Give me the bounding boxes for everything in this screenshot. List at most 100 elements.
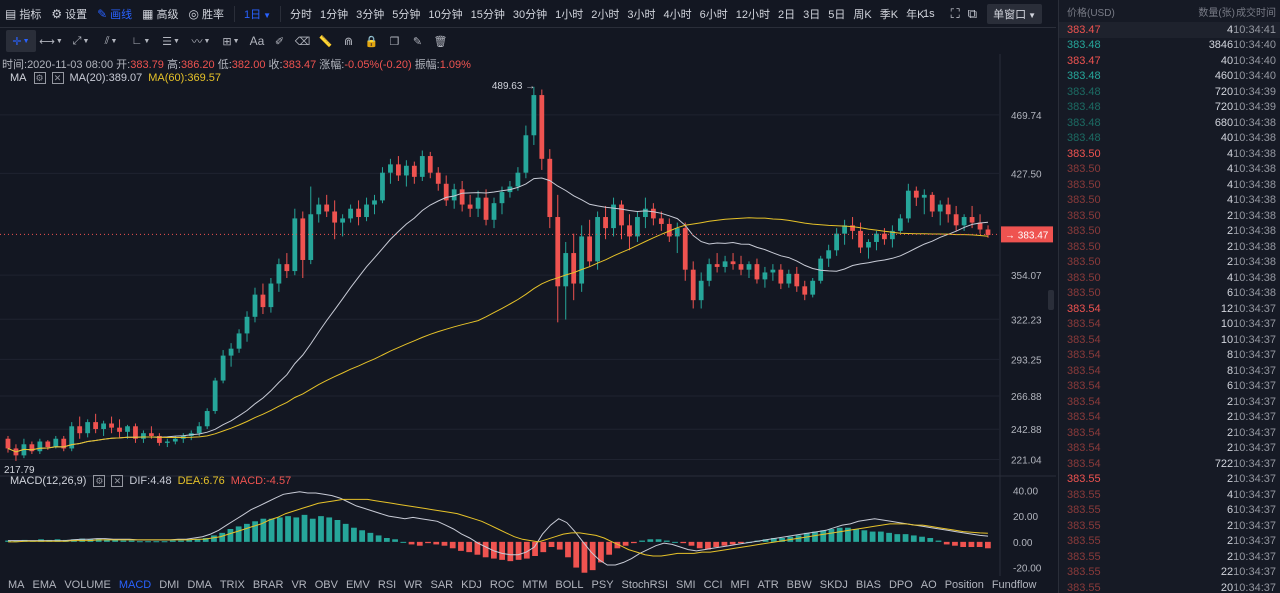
timeframe-17[interactable]: 季K [879, 8, 899, 21]
eraser-icon[interactable]: ⌫ [291, 30, 314, 52]
settings-icon[interactable]: ⚙ [33, 72, 46, 84]
indicator-tab-ema[interactable]: EMA [32, 578, 57, 591]
indicator-tab-stochrsi[interactable]: StochRSI [621, 578, 669, 591]
indicator-tab-obv[interactable]: OBV [314, 578, 338, 591]
timeframe-7[interactable]: 1小时 [555, 8, 584, 21]
candle-body [499, 192, 505, 204]
close-icon[interactable]: ✕ [51, 72, 64, 84]
timeframe-11[interactable]: 6小时 [699, 8, 728, 21]
indicator-tab-vr[interactable]: VR [291, 578, 307, 591]
indicator-tab-rsi[interactable]: RSI [377, 578, 397, 591]
timeframe-4[interactable]: 10分钟 [428, 8, 463, 21]
crosshair-icon[interactable]: ✛ ▼ [6, 30, 36, 52]
lock-icon[interactable]: 🔒 [360, 30, 383, 52]
settings-gear-icon: ⚙ [51, 6, 63, 21]
fullscreen-icon[interactable]: ⛶ [950, 6, 960, 21]
indicator-tab-emv[interactable]: EMV [345, 578, 370, 591]
copy-icon[interactable]: ❐ [383, 30, 406, 52]
macd-bar [910, 535, 917, 542]
timeframe-8[interactable]: 2小时 [591, 8, 620, 21]
toolbar-item-2[interactable]: ✎ 画线 [92, 6, 137, 22]
brush-icon[interactable]: ✐ [268, 30, 291, 52]
indicator-tab-boll[interactable]: BOLL [555, 578, 584, 591]
timeframe-10[interactable]: 4小时 [663, 8, 692, 21]
toolbar-item-0[interactable]: ▤ 指标 [0, 6, 46, 22]
timeframe-9[interactable]: 3小时 [627, 8, 656, 21]
trend-line-icon[interactable]: ⤢ ▼ [66, 30, 96, 52]
ruler-icon[interactable]: 📏 [314, 30, 337, 52]
indicator-tab-fundflow[interactable]: Fundflow [991, 578, 1037, 591]
timeframe-3[interactable]: 5分钟 [392, 8, 421, 21]
indicator-tab-cci[interactable]: CCI [703, 578, 723, 591]
indicator-tab-kdj[interactable]: KDJ [461, 578, 482, 591]
magnet-icon[interactable]: ⋒ [337, 30, 360, 52]
macd-bar [581, 541, 588, 573]
popout-icon[interactable]: ⧉ [967, 6, 978, 21]
interval-dropdown[interactable]: 1日 ▼ [240, 6, 275, 22]
macd-bar [161, 541, 168, 543]
window-mode-button[interactable]: 单窗口 ▼ [987, 4, 1042, 24]
indicator-tab-psy[interactable]: PSY [591, 578, 614, 591]
price-chart[interactable]: 469.74 427.50 354.07 322.23 293.25 266.88 242.… [0, 54, 1056, 576]
trade-row: 383.50 4 10:34:38 [1059, 270, 1280, 286]
seconds-interval[interactable]: 1s [923, 8, 935, 20]
timeframe-0[interactable]: 分时 [290, 8, 313, 21]
indicator-tab-roc[interactable]: ROC [489, 578, 515, 591]
candle-body [388, 164, 393, 173]
timeframe-12[interactable]: 12小时 [735, 8, 771, 21]
angle-icon[interactable]: ∟ ▼ [126, 30, 156, 52]
timeframe-16[interactable]: 周K [853, 8, 872, 21]
panel-collapse-handle[interactable] [1048, 290, 1054, 310]
indicator-tab-dma[interactable]: DMA [187, 578, 212, 591]
trash-icon[interactable]: 🗑 [429, 30, 452, 52]
trade-row: 383.50 4 10:34:38 [1059, 162, 1280, 178]
timeframe-5[interactable]: 15分钟 [470, 8, 505, 21]
toolbar-item-4[interactable]: ◎ 胜率 [184, 6, 229, 22]
trade-price: 383.55 [1067, 504, 1101, 517]
horizontal-line-icon[interactable]: ⟷ ▼ [36, 30, 66, 52]
close-icon[interactable]: ✕ [111, 475, 124, 487]
indicator-tab-dpo[interactable]: DPO [888, 578, 913, 591]
ohlc-info: 时间:2020-11-03 08:00 开:383.79 高:386.20 低:… [2, 56, 471, 72]
indicator-tab-mtm[interactable]: MTM [522, 578, 548, 591]
timeframe-14[interactable]: 3日 [803, 8, 821, 21]
macd-bar [886, 532, 892, 542]
timeframe-6[interactable]: 30分钟 [512, 8, 548, 21]
indicator-tab-macd[interactable]: MACD [118, 578, 152, 591]
settings-icon[interactable]: ⚙ [93, 475, 106, 487]
indicator-tab-bbw[interactable]: BBW [786, 578, 812, 591]
grid-tool-icon[interactable]: ⊞ ▼ [216, 30, 246, 52]
indicator-tab-position[interactable]: Position [944, 578, 984, 591]
indicator-tab-bias[interactable]: BIAS [855, 578, 881, 591]
indicator-tab-volume[interactable]: VOLUME [64, 578, 111, 591]
indicator-tab-dmi[interactable]: DMI [159, 578, 180, 591]
indicator-tab-mfi[interactable]: MFI [730, 578, 750, 591]
candle-body [929, 194, 935, 212]
ma60-value: MA(60):369.57 [148, 72, 222, 84]
indicator-tab-sar[interactable]: SAR [430, 578, 454, 591]
indicator-tab-smi[interactable]: SMI [676, 578, 696, 591]
text-tool-icon[interactable]: Aa [249, 34, 265, 48]
edit-icon[interactable]: ✎ [406, 30, 429, 52]
parallel-lines-icon[interactable]: ☰ ▼ [156, 30, 186, 52]
fib-icon[interactable]: ⫽ ▼ [96, 30, 126, 52]
trade-price: 383.47 [1067, 54, 1101, 67]
indicator-tab-skdj[interactable]: SKDJ [819, 578, 848, 591]
indicator-tab-atr[interactable]: ATR [757, 578, 779, 591]
toolbar-item-3[interactable]: ▦ 高级 [137, 6, 183, 22]
timeframe-2[interactable]: 3分钟 [356, 8, 385, 21]
wave-icon[interactable]: 〰 ▼ [186, 30, 216, 52]
indicator-tab-ma[interactable]: MA [8, 578, 25, 591]
timeframe-1[interactable]: 1分钟 [320, 8, 349, 21]
timeframe-13[interactable]: 2日 [778, 8, 796, 21]
indicator-tab-brar[interactable]: BRAR [252, 578, 284, 591]
macd-bar [663, 540, 670, 542]
indicator-tab-wr[interactable]: WR [404, 578, 423, 591]
timeframe-18[interactable]: 年K [906, 8, 925, 21]
timeframe-15[interactable]: 5日 [828, 8, 846, 21]
candle-body [308, 214, 314, 260]
indicator-tab-ao[interactable]: AO [920, 578, 937, 591]
indicator-tab-trix[interactable]: TRIX [219, 578, 245, 591]
toolbar-item-1[interactable]: ⚙ 设置 [46, 6, 92, 22]
price-tick: 293.25 [1011, 355, 1042, 366]
